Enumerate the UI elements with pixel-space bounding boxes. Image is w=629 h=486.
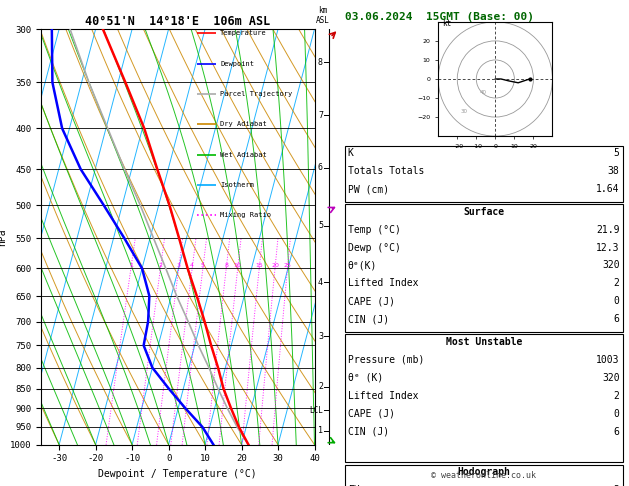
Text: Totals Totals: Totals Totals xyxy=(348,166,424,176)
Text: 320: 320 xyxy=(602,260,620,271)
Text: θᵉ(K): θᵉ(K) xyxy=(348,260,377,271)
Text: 3: 3 xyxy=(318,331,323,341)
Text: 1.64: 1.64 xyxy=(596,184,620,194)
Text: 3: 3 xyxy=(177,263,181,268)
Text: Hodograph: Hodograph xyxy=(457,467,510,477)
Text: Mixing Ratio: Mixing Ratio xyxy=(220,212,271,218)
Text: 1: 1 xyxy=(318,426,323,435)
Text: Pressure (mb): Pressure (mb) xyxy=(348,355,424,365)
Text: 5: 5 xyxy=(614,148,620,158)
Text: CAPE (J): CAPE (J) xyxy=(348,409,395,419)
Y-axis label: hPa: hPa xyxy=(0,228,7,246)
X-axis label: Dewpoint / Temperature (°C): Dewpoint / Temperature (°C) xyxy=(98,469,257,479)
Text: 03.06.2024  15GMT (Base: 00): 03.06.2024 15GMT (Base: 00) xyxy=(345,12,533,22)
Text: 30: 30 xyxy=(461,109,468,114)
Text: 320: 320 xyxy=(602,373,620,383)
Text: Dry Adiabat: Dry Adiabat xyxy=(220,122,267,127)
Text: CIN (J): CIN (J) xyxy=(348,427,389,437)
Text: 6: 6 xyxy=(614,427,620,437)
Text: Wet Adiabat: Wet Adiabat xyxy=(220,152,267,157)
Title: 40°51'N  14°18'E  106m ASL: 40°51'N 14°18'E 106m ASL xyxy=(85,15,270,28)
Text: 21.9: 21.9 xyxy=(596,225,620,235)
Text: 15: 15 xyxy=(255,263,263,268)
Text: θᵉ (K): θᵉ (K) xyxy=(348,373,383,383)
Text: 2: 2 xyxy=(318,382,323,391)
Text: Temperature: Temperature xyxy=(220,30,267,36)
Text: 38: 38 xyxy=(608,166,620,176)
Text: Parcel Trajectory: Parcel Trajectory xyxy=(220,91,292,97)
Text: 7: 7 xyxy=(318,111,323,120)
Text: 2: 2 xyxy=(614,278,620,289)
Text: 12.3: 12.3 xyxy=(596,243,620,253)
Text: Temp (°C): Temp (°C) xyxy=(348,225,401,235)
Text: 20: 20 xyxy=(271,263,279,268)
Text: 25: 25 xyxy=(284,263,291,268)
Text: 0: 0 xyxy=(614,409,620,419)
Text: Lifted Index: Lifted Index xyxy=(348,391,418,401)
Text: PW (cm): PW (cm) xyxy=(348,184,389,194)
Text: Most Unstable: Most Unstable xyxy=(445,337,522,347)
Text: © weatheronline.co.uk: © weatheronline.co.uk xyxy=(431,471,536,480)
Text: Surface: Surface xyxy=(463,207,504,217)
Text: 0: 0 xyxy=(614,296,620,307)
Text: 40: 40 xyxy=(480,90,487,95)
Text: Lifted Index: Lifted Index xyxy=(348,278,418,289)
Text: CAPE (J): CAPE (J) xyxy=(348,296,395,307)
Text: 2: 2 xyxy=(614,391,620,401)
Text: 1003: 1003 xyxy=(596,355,620,365)
Text: kt: kt xyxy=(442,18,451,28)
Text: 8: 8 xyxy=(225,263,228,268)
Text: 4: 4 xyxy=(190,263,194,268)
Text: 3: 3 xyxy=(614,485,620,486)
Text: K: K xyxy=(348,148,353,158)
Text: 8: 8 xyxy=(318,57,323,67)
Text: km
ASL: km ASL xyxy=(316,6,330,25)
Text: 2: 2 xyxy=(159,263,162,268)
Text: CIN (J): CIN (J) xyxy=(348,314,389,325)
Text: 4: 4 xyxy=(318,278,323,287)
Text: Isotherm: Isotherm xyxy=(220,182,254,188)
Text: LCL: LCL xyxy=(309,406,323,415)
Text: Dewpoint: Dewpoint xyxy=(220,61,254,67)
Text: 6: 6 xyxy=(318,163,323,172)
Text: EH: EH xyxy=(348,485,360,486)
Text: 5: 5 xyxy=(318,221,323,230)
Text: 10: 10 xyxy=(234,263,242,268)
Text: 1: 1 xyxy=(129,263,133,268)
Text: Dewp (°C): Dewp (°C) xyxy=(348,243,401,253)
Text: 5: 5 xyxy=(201,263,205,268)
Text: 6: 6 xyxy=(614,314,620,325)
